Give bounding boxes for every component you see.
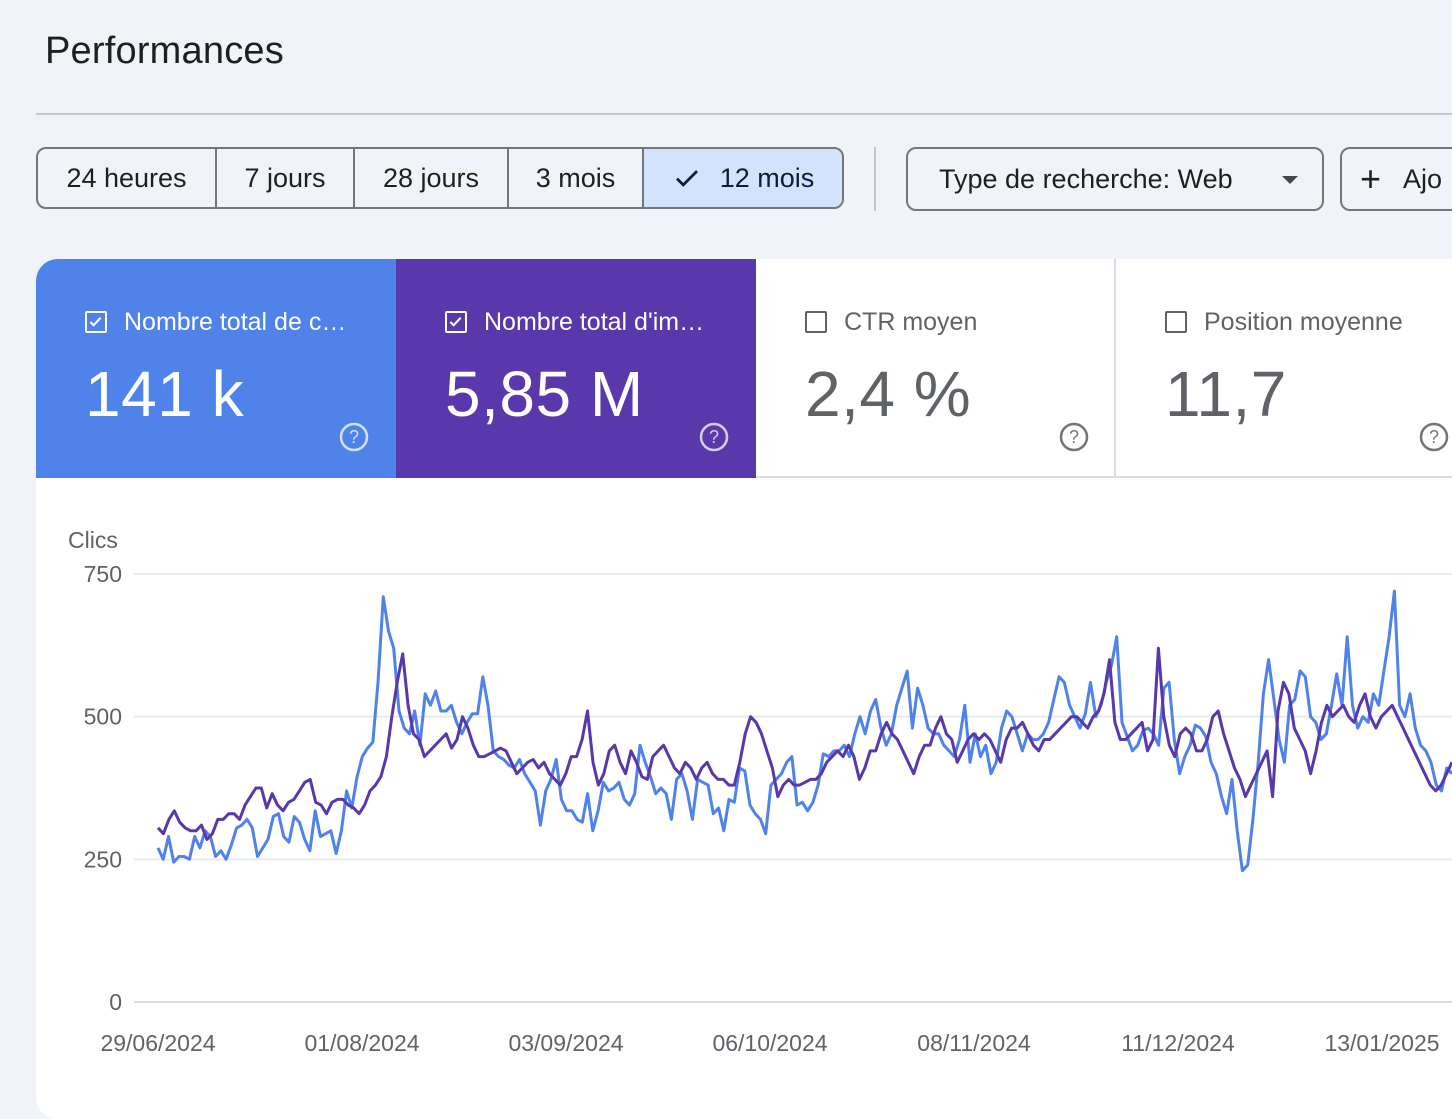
help-icon[interactable]: ? [698, 421, 730, 453]
page-title: Performances [45, 30, 284, 72]
metric-label: CTR moyen [844, 308, 978, 336]
plus-icon: + [1360, 158, 1382, 199]
range-7d-button[interactable]: 7 jours [217, 149, 355, 207]
search-type-dropdown[interactable]: Type de recherche: Web [906, 147, 1324, 211]
y-axis-label: Clics [68, 527, 118, 553]
x-tick-label: 29/06/2024 [100, 1030, 215, 1056]
checkbox-unchecked[interactable] [1165, 311, 1187, 333]
x-tick-label: 08/11/2024 [917, 1030, 1031, 1056]
metric-total-impressions[interactable]: Nombre total d'im… 5,85 M ? [396, 259, 756, 478]
checkbox-unchecked[interactable] [805, 311, 827, 333]
range-7d-label: 7 jours [244, 162, 326, 193]
metric-average-ctr[interactable]: CTR moyen 2,4 % ? [756, 259, 1116, 478]
add-filter-button[interactable]: + Ajo [1340, 147, 1452, 211]
svg-text:?: ? [1429, 427, 1439, 447]
svg-text:?: ? [1069, 427, 1079, 447]
x-tick-label: 06/10/2024 [712, 1030, 827, 1056]
toolbar-separator [874, 147, 876, 211]
range-28d-button[interactable]: 28 jours [355, 149, 509, 207]
x-tick-label: 03/09/2024 [508, 1030, 623, 1056]
caret-down-icon [1282, 176, 1298, 184]
metric-average-position[interactable]: Position moyenne 11,7 ? [1116, 259, 1452, 478]
metric-total-clicks[interactable]: Nombre total de c… 141 k ? [36, 259, 396, 478]
y-tick-label: 500 [84, 704, 122, 730]
help-icon[interactable]: ? [1418, 421, 1450, 453]
title-divider [36, 113, 1452, 115]
range-24h-button[interactable]: 24 heures [38, 149, 217, 207]
performance-chart[interactable]: Clics 0 250 500 750 29/06/2024 01/08/2024 03/09… [36, 478, 1452, 1101]
series-impressions-line [156, 646, 1452, 841]
search-type-label: Type de recherche: Web [939, 163, 1233, 194]
check-icon [675, 170, 698, 187]
help-icon[interactable]: ? [338, 421, 370, 453]
checkbox-checked[interactable] [445, 311, 467, 333]
range-3m-button[interactable]: 3 mois [509, 149, 644, 207]
svg-text:?: ? [709, 427, 719, 447]
metric-label: Position moyenne [1204, 308, 1403, 336]
x-tick-label: 11/12/2024 [1121, 1030, 1235, 1056]
metric-label: Nombre total d'im… [484, 308, 705, 336]
metric-label: Nombre total de c… [124, 308, 347, 336]
checkbox-checked[interactable] [85, 311, 107, 333]
svg-text:?: ? [349, 427, 359, 447]
metric-value: 2,4 % [805, 358, 972, 430]
y-tick-label: 250 [84, 846, 122, 872]
x-tick-label: 13/01/2025 [1324, 1030, 1439, 1056]
y-tick-label: 750 [84, 561, 122, 587]
range-24h-label: 24 heures [66, 162, 187, 193]
range-12m-button[interactable]: 12 mois [644, 149, 842, 207]
series-clicks-line [156, 589, 1452, 873]
metric-value: 11,7 [1165, 358, 1287, 430]
add-filter-label: Ajo [1403, 163, 1443, 194]
performance-card: Nombre total de c… 141 k ? Nombre total … [36, 259, 1452, 1119]
x-tick-label: 01/08/2024 [304, 1030, 419, 1056]
help-icon[interactable]: ? [1058, 421, 1090, 453]
range-12m-label: 12 mois [719, 162, 815, 193]
metric-value: 5,85 M [445, 358, 644, 430]
y-tick-label: 0 [109, 989, 122, 1015]
range-28d-label: 28 jours [382, 162, 480, 193]
date-range-group: 24 heures 7 jours 28 jours 3 mois 12 moi… [36, 147, 844, 209]
range-3m-label: 3 mois [535, 162, 616, 193]
metric-value: 141 k [85, 358, 245, 430]
